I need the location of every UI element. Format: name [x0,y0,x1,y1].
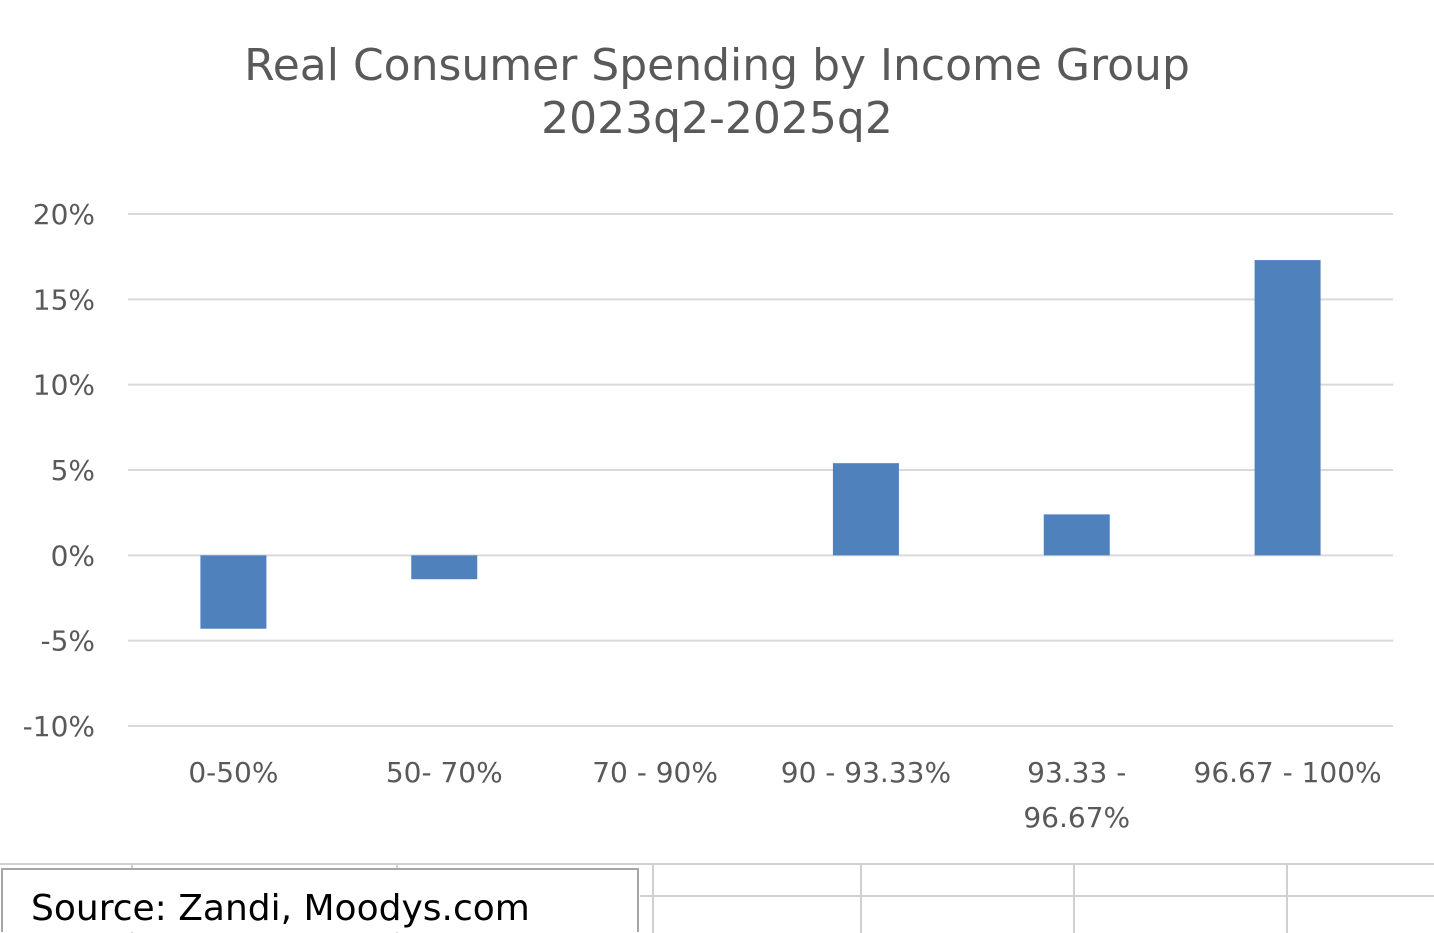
x-category-label: 50- 70% [386,756,503,789]
source-note-box: Source: Zandi, Moodys.com [1,868,639,932]
y-tick-label: -5% [40,625,95,658]
y-tick-label: -10% [23,710,95,743]
x-category-label: 90 - 93.33% [781,756,951,789]
y-tick-label: 20% [33,198,95,231]
source-note: Source: Zandi, Moodys.com [31,888,530,929]
bar [411,555,478,580]
x-category-label: 93.33 -96.67% [1023,756,1130,834]
gridlines [128,213,1393,727]
y-tick-label: 15% [33,283,95,316]
x-category-label: 70 - 90% [592,756,718,789]
x-category-label: 0-50% [188,756,278,789]
bars [200,260,1321,629]
chart-title: Real Consumer Spending by Income Group20… [244,40,1190,144]
bar [1043,514,1110,556]
bar [200,555,267,629]
x-axis-category-labels: 0-50% 50- 70% 70 - 90% 90 - 93.33% 93.33 -96… [188,756,1381,834]
y-axis-tick-labels: 20% 15% 10% 5% 0% -5% -10% [23,198,95,743]
y-tick-label: 0% [51,539,95,572]
chart-title-line-1: Real Consumer Spending by Income Group [244,40,1190,91]
bar [1254,260,1321,556]
y-tick-label: 5% [51,454,95,487]
y-tick-label: 10% [33,369,95,402]
x-category-label: 96.67 - 100% [1194,756,1382,789]
bar [832,463,899,556]
chart-title-line-2: 2023q2-2025q2 [541,93,893,144]
